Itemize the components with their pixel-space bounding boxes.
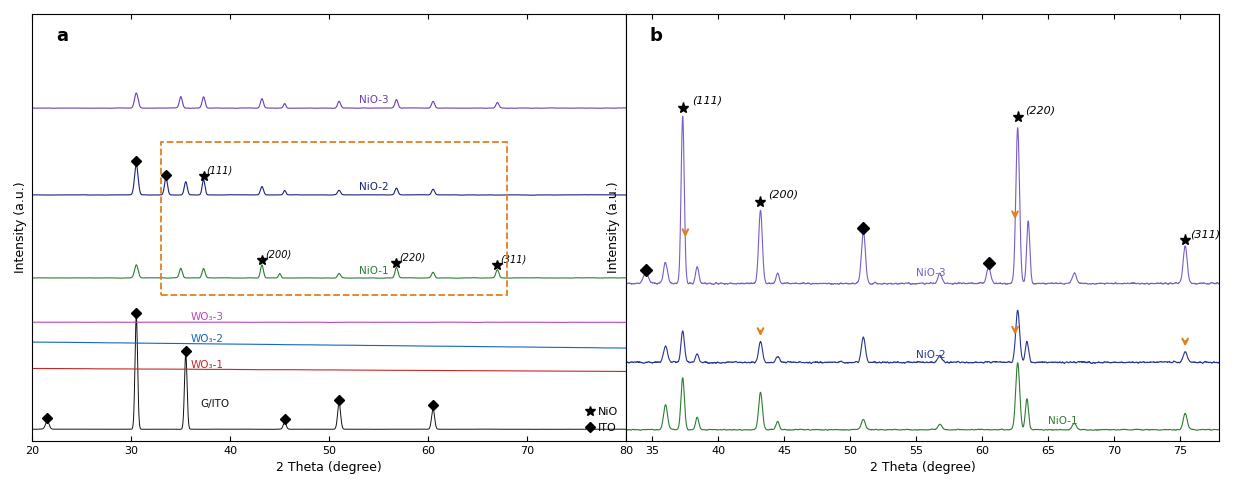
Text: (311): (311): [500, 254, 527, 264]
Text: NiO-1: NiO-1: [1048, 416, 1078, 426]
Text: a: a: [56, 27, 68, 45]
Text: (200): (200): [769, 190, 799, 200]
Text: NiO-3: NiO-3: [916, 268, 946, 278]
Text: (220): (220): [399, 252, 425, 262]
X-axis label: 2 Theta (degree): 2 Theta (degree): [277, 461, 382, 474]
Text: NiO-3: NiO-3: [358, 95, 388, 104]
Text: (200): (200): [265, 250, 291, 260]
Text: NiO-1: NiO-1: [358, 266, 388, 276]
Text: WO₃-1: WO₃-1: [191, 360, 223, 370]
Text: (220): (220): [1025, 105, 1055, 115]
Text: b: b: [650, 27, 662, 45]
Text: (111): (111): [207, 165, 233, 175]
Y-axis label: Intensity (a.u.): Intensity (a.u.): [608, 182, 620, 273]
Y-axis label: Intensity (a.u.): Intensity (a.u.): [14, 182, 27, 273]
Text: WO₃-2: WO₃-2: [191, 334, 223, 345]
Text: NiO-2: NiO-2: [358, 182, 388, 191]
Text: NiO-2: NiO-2: [916, 350, 946, 361]
Text: (311): (311): [1190, 229, 1220, 240]
Text: G/ITO: G/ITO: [201, 399, 229, 409]
X-axis label: 2 Theta (degree): 2 Theta (degree): [869, 461, 976, 474]
Bar: [161, 142, 507, 295]
Text: WO₃-3: WO₃-3: [191, 312, 223, 322]
Text: (111): (111): [692, 96, 722, 106]
Legend: NiO, ITO: NiO, ITO: [584, 405, 620, 435]
